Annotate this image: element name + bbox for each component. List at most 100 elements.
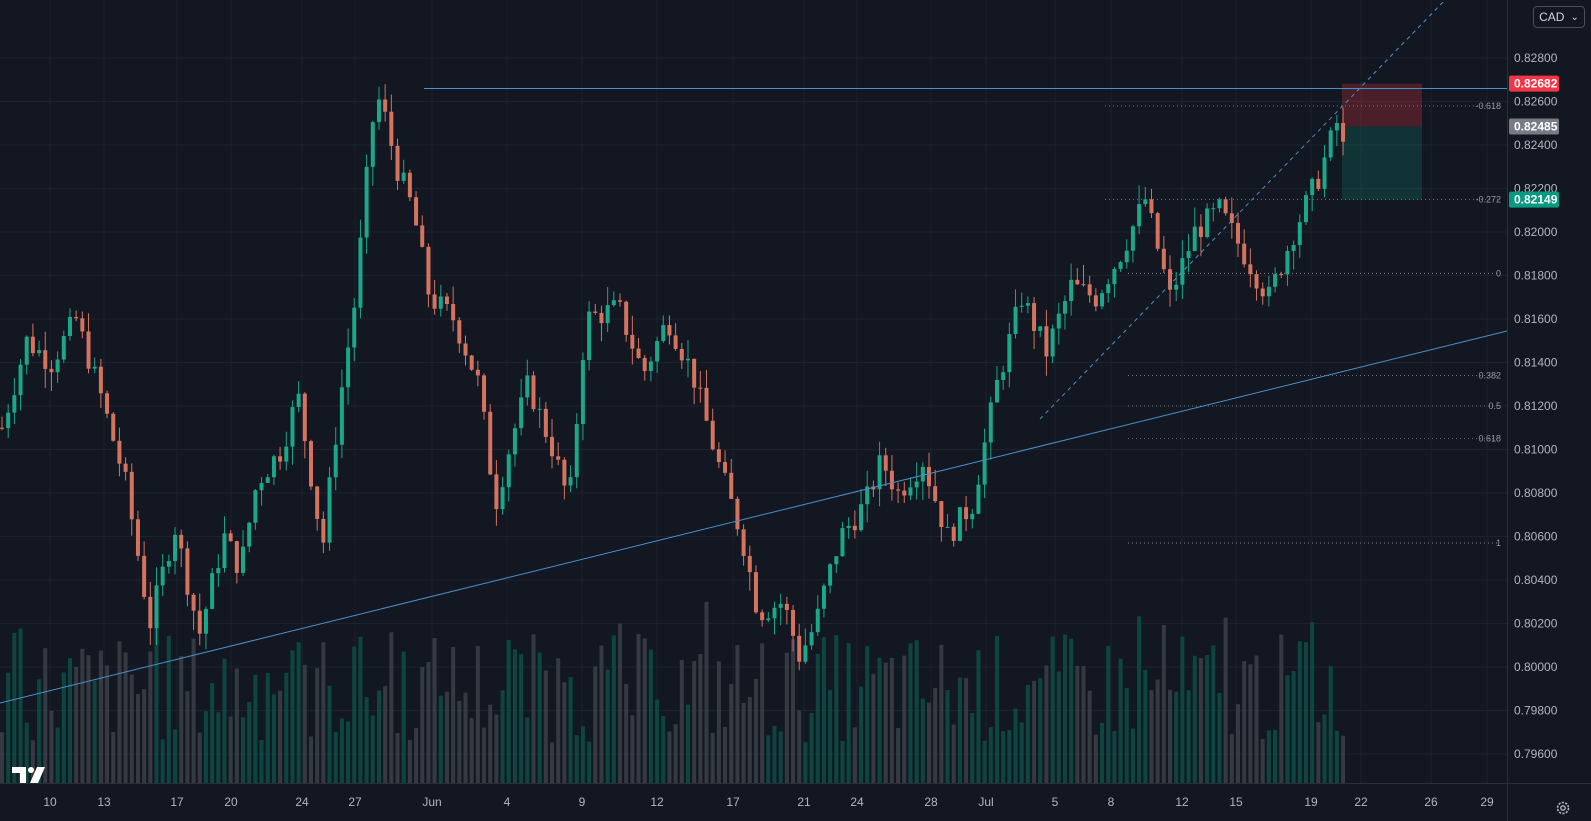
volume-bar — [865, 646, 870, 783]
volume-bar — [537, 652, 542, 783]
volume-bar — [463, 692, 468, 783]
volume-bar — [723, 726, 728, 783]
price-axis-tick: 0.79600 — [1514, 747, 1558, 761]
volume-bar — [1106, 646, 1111, 783]
volume-bar — [420, 667, 425, 783]
candle — [86, 331, 91, 369]
dashed-ray-line[interactable] — [1039, 0, 1446, 420]
candle — [1217, 199, 1222, 209]
volume-bar — [1285, 675, 1290, 783]
candle — [105, 393, 110, 414]
candle — [908, 487, 913, 496]
candle — [753, 572, 758, 613]
candle — [234, 541, 239, 573]
volume-bar — [1310, 622, 1315, 783]
candle — [352, 307, 357, 348]
candle — [1279, 274, 1284, 276]
price-axis-tick: 0.80000 — [1514, 660, 1558, 674]
candle — [1328, 130, 1333, 158]
volume-bars — [0, 601, 1346, 783]
volume-bar — [611, 635, 616, 783]
candle — [278, 456, 283, 462]
candle — [247, 522, 252, 547]
candle — [117, 440, 122, 464]
candle — [537, 408, 542, 410]
volume-bar — [655, 699, 660, 783]
price-axis-tick: 0.81600 — [1514, 312, 1558, 326]
candle — [179, 534, 184, 549]
candle — [358, 237, 363, 308]
candle — [1100, 293, 1105, 307]
volume-bar — [809, 712, 814, 783]
volume-bar — [605, 669, 610, 783]
fib-level-label: 0.5 — [1488, 401, 1501, 411]
candle — [346, 347, 351, 388]
time-axis-tick: 15 — [1229, 795, 1243, 809]
candle — [1044, 326, 1049, 357]
volume-bar — [735, 645, 740, 783]
volume-bar — [593, 666, 598, 783]
candle — [587, 311, 592, 361]
candle — [1205, 208, 1210, 238]
candle — [1038, 326, 1043, 331]
fib-level-label: 1 — [1496, 538, 1501, 548]
time-axis-tick: 29 — [1480, 795, 1494, 809]
volume-bar — [506, 640, 511, 783]
volume-bar — [550, 742, 555, 783]
candle — [1192, 226, 1197, 252]
candle — [914, 481, 919, 488]
time-axis-tick: 28 — [924, 795, 938, 809]
candle — [889, 470, 894, 490]
volume-bar — [179, 655, 184, 783]
candle — [778, 603, 783, 608]
candle — [957, 507, 962, 541]
candle — [1334, 122, 1339, 131]
candle — [30, 336, 35, 354]
candle — [1223, 199, 1228, 214]
time-axis-tick: 24 — [850, 795, 864, 809]
volume-bar — [1001, 731, 1006, 783]
volume-bar — [1254, 655, 1259, 783]
candle — [593, 311, 598, 313]
candle — [883, 455, 888, 471]
volume-bar — [698, 654, 703, 783]
candle — [265, 477, 270, 483]
time-axis-tick: 9 — [579, 795, 586, 809]
currency-label: CAD — [1539, 10, 1565, 24]
volume-bar — [519, 654, 524, 783]
volume-bar — [685, 704, 690, 783]
volume-bar — [173, 729, 178, 783]
gear-icon[interactable] — [1555, 800, 1571, 816]
time-axis-tick: Jun — [422, 795, 441, 809]
candle — [741, 529, 746, 556]
currency-selector-button[interactable]: CAD ⌄ — [1533, 6, 1585, 28]
volume-bar — [92, 680, 97, 783]
time-axis[interactable]: 10 13 17 20 24 27 Jun 4 9 12 17 21 24 28 Jul 5 8 12 15 19 22… — [43, 795, 1494, 809]
volume-bar — [1186, 690, 1191, 783]
candle — [80, 318, 85, 332]
candle — [135, 519, 140, 556]
candle — [1118, 262, 1123, 269]
rising-trendline[interactable] — [0, 330, 1508, 704]
volume-bar — [939, 644, 944, 783]
volume-bar — [791, 639, 796, 783]
price-axis[interactable]: 0.828000.826000.824000.822000.820000.818… — [1514, 51, 1558, 761]
price-axis-tick: 0.82400 — [1514, 138, 1558, 152]
volume-bar — [426, 661, 431, 783]
volume-bar — [840, 740, 845, 783]
candle — [129, 471, 134, 520]
volume-bar — [265, 673, 270, 783]
volume-bar — [1316, 722, 1321, 783]
candle — [896, 489, 901, 491]
volume-bar — [512, 649, 517, 783]
volume-bar — [988, 727, 993, 783]
time-axis-tick: 10 — [43, 795, 57, 809]
time-axis-tick: 21 — [797, 795, 811, 809]
volume-bar — [339, 718, 344, 783]
candle — [550, 436, 555, 457]
candle — [1056, 313, 1061, 329]
volume-bar — [166, 635, 171, 783]
candle — [574, 424, 579, 478]
candle — [271, 456, 276, 478]
